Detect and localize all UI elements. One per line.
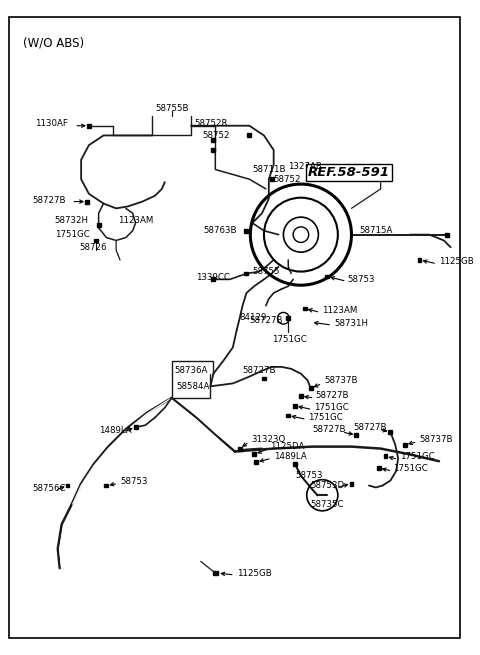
Bar (270, 178, 274, 181)
Text: 1327AB: 1327AB (288, 162, 322, 171)
Bar (87, 124, 91, 128)
Bar (303, 307, 307, 310)
Text: 1751GC: 1751GC (55, 230, 90, 239)
Bar (105, 483, 108, 487)
Text: 58753: 58753 (295, 472, 323, 480)
Bar (211, 148, 216, 152)
Text: 58737B: 58737B (420, 436, 453, 444)
Bar (349, 481, 353, 485)
Bar (354, 433, 358, 437)
Bar (384, 455, 387, 458)
Text: 58584A: 58584A (177, 382, 210, 391)
Text: 1123AM: 1123AM (322, 306, 358, 315)
Bar (247, 134, 252, 138)
Text: 84129: 84129 (240, 313, 267, 322)
Bar (254, 460, 258, 464)
Text: 58711B: 58711B (252, 165, 286, 174)
Text: 58727B: 58727B (353, 422, 387, 432)
Text: 58736A: 58736A (175, 366, 208, 375)
Text: 1489LA: 1489LA (274, 452, 306, 461)
Text: 58752: 58752 (274, 175, 301, 183)
Bar (309, 386, 312, 390)
Text: 58727B: 58727B (315, 390, 349, 400)
Bar (293, 462, 297, 466)
Text: 1125DA: 1125DA (270, 442, 304, 451)
Bar (286, 413, 290, 417)
Text: 1751GC: 1751GC (393, 464, 428, 474)
Text: 58753: 58753 (348, 275, 375, 284)
Bar (244, 272, 248, 276)
Bar (388, 430, 392, 434)
Bar (293, 404, 297, 407)
Text: 58763B: 58763B (204, 226, 237, 235)
Text: 1130AF: 1130AF (36, 119, 68, 128)
Text: 1125GB: 1125GB (237, 569, 272, 578)
Text: 58752R: 58752R (194, 119, 228, 128)
Text: 58726: 58726 (79, 243, 107, 252)
Bar (325, 274, 329, 278)
Text: 58727B: 58727B (33, 196, 66, 205)
Text: 58715A: 58715A (359, 226, 393, 235)
Bar (213, 571, 218, 576)
Text: 1123AM: 1123AM (118, 215, 154, 225)
Bar (445, 233, 449, 236)
Bar (94, 238, 97, 242)
Text: 1751GC: 1751GC (314, 403, 349, 412)
Text: REF.58-591: REF.58-591 (308, 166, 390, 179)
Text: 58737B: 58737B (324, 376, 358, 385)
Text: 58753D: 58753D (311, 481, 345, 490)
Text: 58756C: 58756C (33, 484, 66, 493)
Text: 58755B: 58755B (155, 103, 189, 113)
Bar (211, 278, 216, 281)
Bar (252, 453, 256, 457)
Text: (W/O ABS): (W/O ABS) (23, 36, 84, 49)
Bar (238, 447, 241, 451)
Text: 1751GC: 1751GC (308, 413, 342, 422)
Text: 1339CC: 1339CC (196, 273, 230, 282)
Text: 1489LA: 1489LA (98, 426, 132, 435)
Bar (96, 223, 101, 227)
Text: 31323Q: 31323Q (252, 436, 286, 444)
Text: 58752: 58752 (203, 131, 230, 140)
Bar (133, 425, 138, 429)
Bar (286, 316, 290, 320)
Text: 1751GC: 1751GC (272, 335, 306, 344)
Bar (66, 483, 70, 487)
Bar (85, 200, 89, 204)
Text: 58732H: 58732H (55, 215, 89, 225)
Bar (418, 258, 421, 262)
Bar (377, 466, 381, 470)
Text: 58727B: 58727B (242, 366, 276, 375)
Bar (299, 394, 303, 398)
Text: 58727B: 58727B (312, 424, 346, 434)
Text: 58755: 58755 (252, 267, 280, 276)
Text: 58727B: 58727B (250, 316, 283, 325)
Bar (244, 229, 248, 233)
Bar (211, 138, 216, 142)
Text: 58753: 58753 (120, 477, 147, 486)
Text: 58731H: 58731H (334, 318, 368, 328)
Text: 1125GB: 1125GB (439, 257, 474, 267)
Bar (262, 377, 266, 381)
Text: 1751GC: 1751GC (400, 452, 435, 461)
Text: 58735C: 58735C (311, 500, 344, 510)
Bar (403, 443, 407, 447)
